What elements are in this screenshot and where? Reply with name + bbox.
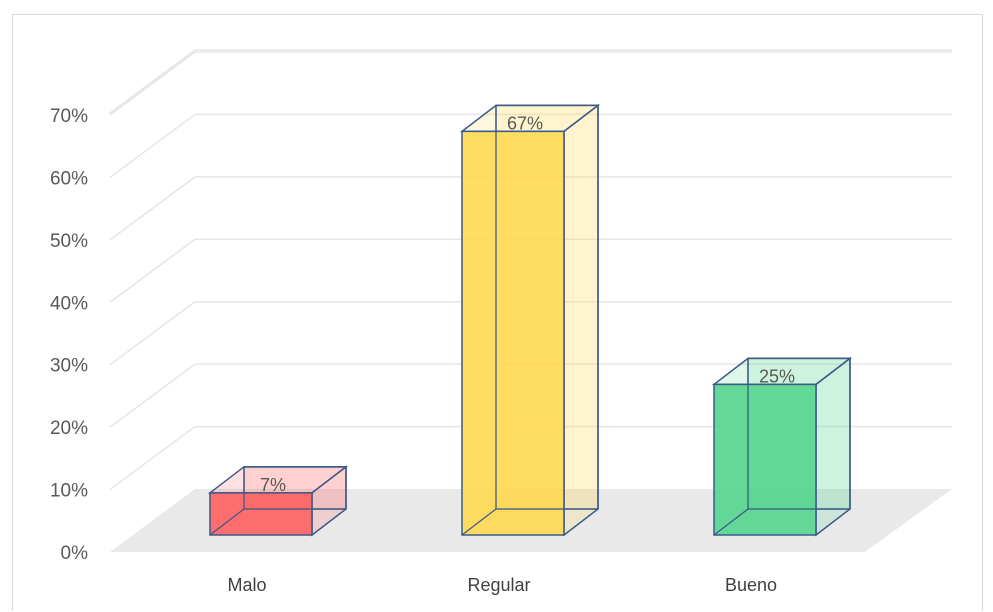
gridline-side [110,50,195,113]
gridline-side [110,427,195,490]
gridline-side [110,239,195,302]
y-tick-label: 50% [50,231,88,252]
bar-front-face [462,131,564,535]
bars-layer [210,105,850,535]
gridline-side [110,177,195,240]
bar [462,105,598,535]
gridline-side [110,364,195,427]
y-tick-label: 60% [50,168,88,189]
y-tick-label: 0% [61,543,89,564]
bar-front-face [210,493,312,535]
y-tick-label: 70% [50,106,88,127]
data-label: 25% [759,366,795,386]
data-label: 67% [507,113,543,133]
gridline-side [110,114,195,177]
gridline-side [110,302,195,365]
data-label: 7% [260,475,286,495]
y-tick-label: 40% [50,293,88,314]
category-label: Bueno [725,575,777,595]
bar-front-face [714,384,816,535]
bar-side-face [564,105,598,535]
category-labels: Malo Regular Bueno [227,575,777,595]
category-label: Malo [227,575,266,595]
y-tick-label: 20% [50,418,88,439]
y-axis-labels: 0% 10% 20% 30% 40% 50% 60% 70% [50,106,88,564]
y-tick-label: 30% [50,356,88,377]
y-tick-label: 10% [50,481,88,502]
gridline-side [110,52,195,115]
category-label: Regular [467,575,530,595]
